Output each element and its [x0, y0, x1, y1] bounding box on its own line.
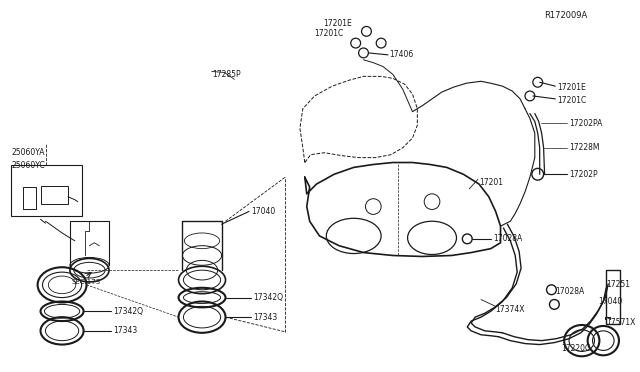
Text: 17201C: 17201C: [315, 29, 344, 38]
Text: 17342Q: 17342Q: [113, 307, 143, 316]
Text: 17028A: 17028A: [556, 287, 584, 296]
Text: 17571X: 17571X: [606, 318, 636, 327]
Text: 17202P: 17202P: [569, 170, 598, 179]
Bar: [11, 166, 82, 217]
Text: 17040: 17040: [598, 297, 623, 306]
Text: 17201E: 17201E: [557, 83, 586, 92]
Text: 17201E: 17201E: [323, 19, 352, 28]
Text: 17040: 17040: [251, 207, 275, 216]
Text: 17343: 17343: [113, 326, 137, 335]
Text: 17201C: 17201C: [557, 96, 586, 105]
Text: 17342Q: 17342Q: [253, 293, 283, 302]
Text: 17285P: 17285P: [212, 70, 241, 79]
Text: R172009A: R172009A: [545, 11, 588, 20]
Text: 17374X: 17374X: [495, 305, 525, 314]
Text: 25060YC: 25060YC: [11, 161, 45, 170]
Text: 17028A: 17028A: [493, 234, 522, 243]
Text: 17406: 17406: [389, 50, 413, 60]
Text: 17343: 17343: [253, 312, 277, 322]
Text: 17251: 17251: [606, 280, 630, 289]
Text: SEC.173: SEC.173: [72, 279, 101, 285]
Text: 17228M: 17228M: [569, 143, 600, 152]
Bar: [606, 270, 620, 324]
Text: 17220C: 17220C: [561, 344, 591, 353]
Text: 25060YA: 25060YA: [11, 148, 45, 157]
Bar: [40, 186, 68, 203]
Text: 17202PA: 17202PA: [569, 119, 602, 128]
Text: 17201: 17201: [479, 177, 503, 187]
